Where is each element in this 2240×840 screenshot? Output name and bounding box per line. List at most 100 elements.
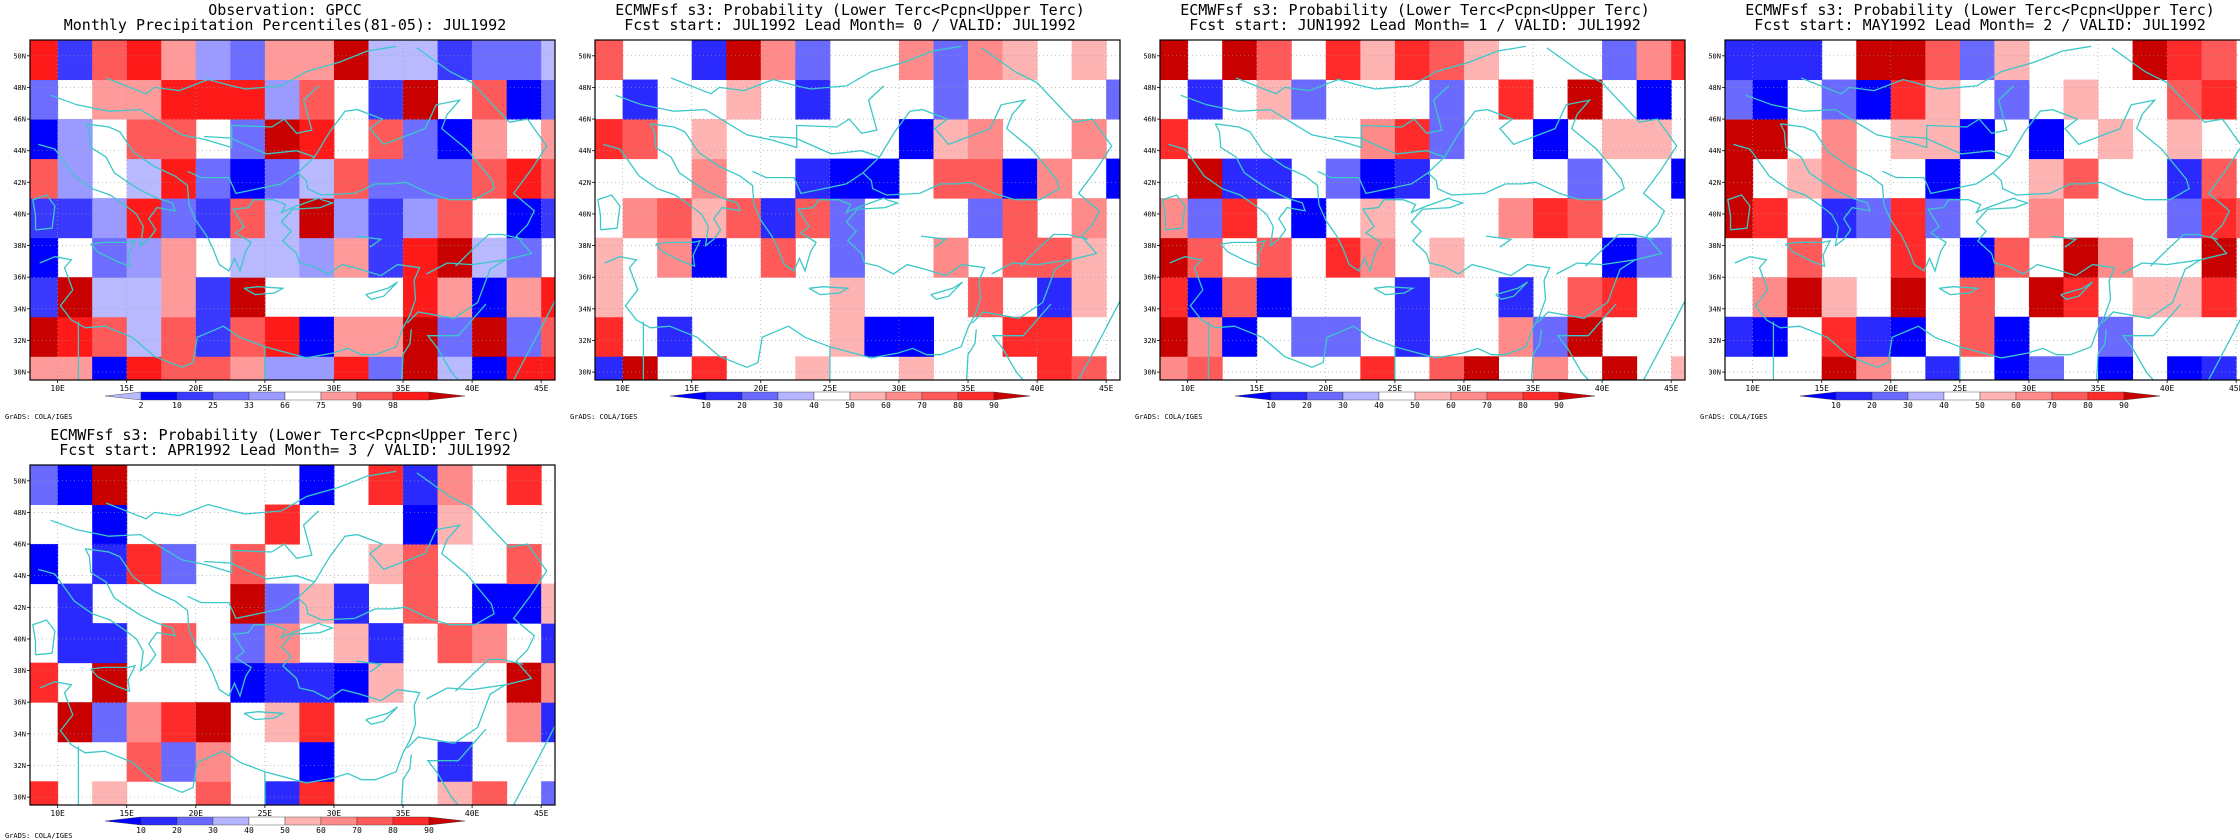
y-tick-label: 50N (13, 52, 26, 60)
colorbar-swatch (320, 391, 358, 401)
coastline (554, 536, 555, 538)
grid-cell (506, 79, 542, 120)
x-tick-label: 20E (1319, 384, 1334, 393)
x-tick-label: 15E (684, 384, 699, 393)
probability-map: 10E 15E 20E 25E 30E 35E 40E 45E 30N 32N 34N 36N 38N 4… (1708, 39, 2240, 410)
grid-cell (403, 40, 439, 81)
grid-cell (161, 702, 197, 743)
grid-cell (368, 40, 404, 81)
grid-cell (1187, 356, 1223, 380)
grid-cell (829, 316, 865, 357)
grid-cell (195, 277, 231, 318)
y-tick-label: 46N (1708, 116, 1721, 124)
grid-cell (1925, 356, 1961, 380)
grid-cell (333, 198, 369, 239)
grid-cell (1856, 40, 1892, 81)
grid-cell (299, 465, 335, 506)
coastline (406, 684, 506, 749)
map-frame (29, 39, 556, 381)
grid-cell (57, 40, 93, 41)
colorbar-swatch (248, 816, 286, 826)
grid-cell (2098, 237, 2134, 278)
grid-cell (1725, 158, 1754, 199)
colorbar-swatch (777, 391, 815, 401)
grid-cell (595, 119, 624, 160)
grid-cell (1325, 158, 1361, 199)
coastline (1317, 170, 1429, 195)
colorbar-swatch (1799, 391, 1837, 401)
grid-cell (1429, 356, 1465, 380)
grid-cell (264, 623, 300, 664)
coastline (1427, 99, 1625, 201)
grid-cell (541, 40, 555, 81)
colorbar-swatch (212, 391, 250, 401)
grid-cell (1187, 158, 1223, 199)
panel-forecast-lead-0: ECMWFsf s3: Probability (Lower Terc<Pcpn… (578, 0, 1121, 410)
grid-cell (368, 465, 404, 506)
grid-cell (1567, 316, 1603, 357)
colorbar-swatch (813, 391, 851, 401)
panel-subtitle: Fcst start: JUL1992 Lead Month= 0 / VALI… (624, 16, 1076, 34)
y-tick-label: 46N (578, 116, 591, 124)
coastline (1546, 47, 1678, 275)
grid-cell (506, 465, 542, 506)
y-tick-label: 40N (13, 210, 26, 218)
colorbar-swatch (392, 816, 430, 826)
coastline (615, 85, 885, 149)
x-tick-label: 20E (754, 384, 769, 393)
grid-cell (403, 237, 439, 278)
coastline (1938, 286, 1981, 296)
grid-cell (726, 40, 762, 41)
grid-cell (57, 316, 93, 357)
grid-cell (472, 40, 508, 81)
y-tick-label: 46N (13, 541, 26, 549)
grid-cell (299, 662, 335, 703)
grid-cell (299, 356, 335, 380)
y-tick-label: 50N (1143, 52, 1156, 60)
colorbar-tick-label: 80 (388, 826, 398, 835)
colorbar-legend: 2 10 25 33 66 75 90 98 (104, 391, 466, 410)
panel-forecast-lead-2: ECMWFsf s3: Probability (Lower Terc<Pcpn… (1708, 0, 2240, 410)
grid-cell (541, 662, 555, 703)
y-tick-label: 30N (13, 794, 26, 802)
grid-cell (541, 583, 555, 624)
grid-cell (2028, 277, 2064, 318)
x-tick-label: 40E (465, 809, 480, 818)
grid-cell (230, 316, 266, 357)
grid-cell (1360, 237, 1396, 278)
grid-cell (795, 40, 831, 81)
y-tick-label: 44N (13, 572, 26, 580)
grid-cell (1890, 79, 1926, 120)
colorbar-swatch (356, 391, 394, 401)
grid-cell (1821, 79, 1857, 120)
coastline (2060, 281, 2093, 301)
coastline (426, 303, 487, 380)
grid-cell (403, 198, 439, 239)
grid-cell (57, 356, 93, 380)
grid-cell (57, 465, 93, 466)
grid-cell (30, 544, 59, 585)
grid-cell (1429, 237, 1465, 278)
probability-map: 10E 15E 20E 25E 30E 35E 40E 45E 30N 32N 34N 36N 38N 4… (578, 39, 1121, 410)
colorbar-swatch (1234, 391, 1272, 401)
coastline (1162, 194, 1186, 231)
grid-cell (1925, 40, 1961, 41)
x-tick-label: 40E (1595, 384, 1610, 393)
y-tick-label: 30N (1708, 369, 1721, 377)
coastline (1899, 135, 2010, 158)
grid-cell (472, 277, 508, 318)
grid-cell (472, 119, 508, 160)
grid-cell (760, 40, 796, 41)
grid-cell (829, 198, 865, 239)
grid-cell (92, 702, 128, 743)
grid-cell (92, 504, 128, 545)
grid-cell (541, 316, 555, 357)
colorbar-tick-label: 60 (316, 826, 326, 835)
grid-cell (472, 583, 508, 624)
colorbar-swatch (2123, 391, 2161, 401)
grid-cell (30, 316, 59, 357)
grid-cell (1925, 198, 1961, 239)
grid-cell (1429, 40, 1465, 81)
grid-cell (1037, 316, 1073, 357)
x-tick-label: 35E (396, 809, 411, 818)
